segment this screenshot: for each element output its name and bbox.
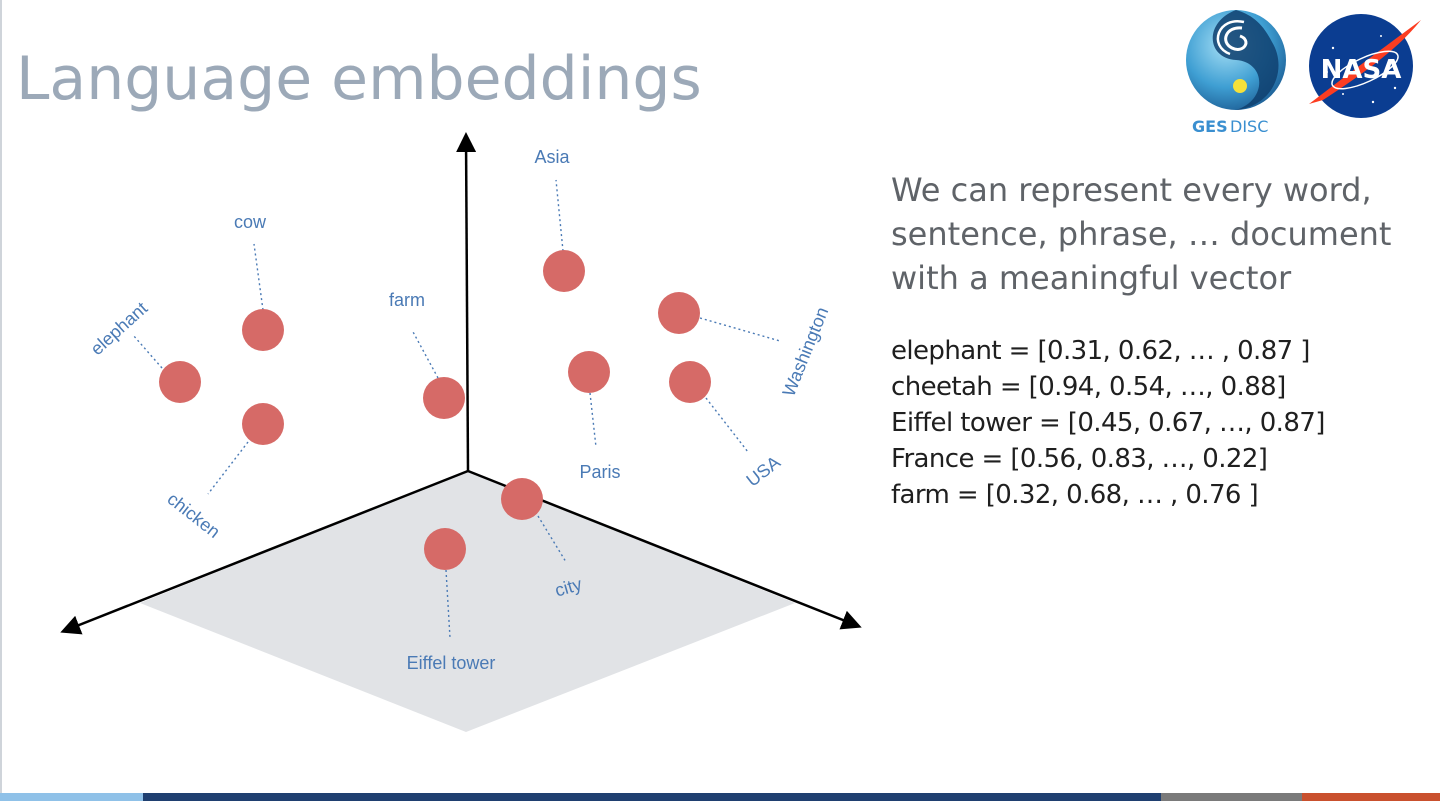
point-usa (669, 361, 711, 403)
label-chicken: chicken (163, 489, 223, 542)
point-city (501, 478, 543, 520)
slide-heading: We can represent every word, sentence, p… (891, 168, 1411, 300)
point-eiffel-tower (424, 528, 466, 570)
nasa-label: NASA (1321, 55, 1402, 85)
vector-item: farm = [0.32, 0.68, … , 0.76 ] (891, 480, 1259, 510)
gesdisc-label-disc: DISC (1230, 117, 1268, 134)
heading-line: with a meaningful vector (891, 259, 1292, 297)
ground-plane (140, 471, 795, 732)
point-paris (568, 351, 610, 393)
point-elephant (159, 361, 201, 403)
point-cow (242, 309, 284, 351)
label-eiffel-tower: Eiffel tower (407, 653, 496, 673)
footer-color-bar (0, 793, 1440, 801)
footer-segment-light-blue (0, 793, 143, 801)
leader-eiffel-tower (445, 569, 451, 639)
leader-farm (411, 329, 439, 379)
leader-asia (555, 179, 564, 252)
leader-cow (253, 243, 264, 311)
label-elephant: elephant (87, 298, 152, 359)
vector-examples: elephant = [0.31, 0.62, … , 0.87 ] cheet… (891, 333, 1431, 513)
leader-elephant (132, 334, 163, 369)
heading-line: sentence, phrase, … document (891, 215, 1392, 253)
leader-paris (589, 392, 597, 448)
leader-city (537, 515, 567, 563)
leader-lines (132, 179, 781, 639)
gesdisc-logo: GES DISC (1186, 10, 1286, 134)
nasa-logo: NASA (1309, 14, 1421, 118)
label-farm: farm (389, 290, 425, 310)
vector-item: Eiffel tower = [0.45, 0.67, …, 0.87] (891, 408, 1325, 438)
point-washington (658, 292, 700, 334)
label-asia: Asia (534, 147, 570, 167)
embedding-points (159, 250, 711, 570)
leader-usa (705, 397, 749, 453)
leader-chicken (207, 441, 249, 495)
axis-vertical (456, 132, 477, 472)
vector-item: elephant = [0.31, 0.62, … , 0.87 ] (891, 336, 1310, 366)
slide-title: Language embeddings (16, 44, 702, 114)
slide-left-edge (0, 0, 2, 801)
point-chicken (242, 403, 284, 445)
embedding-diagram: Asia cow elephant farm Washington Paris … (60, 132, 862, 732)
axis-left (60, 469, 469, 635)
label-washington: Washington (778, 304, 832, 399)
point-farm (423, 377, 465, 419)
label-usa: USA (743, 452, 784, 491)
label-paris: Paris (579, 462, 620, 482)
label-cow: cow (234, 212, 267, 232)
point-asia (543, 250, 585, 292)
vector-item: France = [0.56, 0.83, …, 0.22] (891, 444, 1268, 474)
leader-washington (699, 317, 781, 342)
gesdisc-label-ges: GES (1192, 117, 1228, 134)
heading-line: We can represent every word, (891, 171, 1372, 209)
footer-segment-orange (1302, 793, 1440, 801)
vector-item: cheetah = [0.94, 0.54, …, 0.88] (891, 372, 1286, 402)
footer-segment-gray (1161, 793, 1302, 801)
footer-segment-navy (143, 793, 1161, 801)
